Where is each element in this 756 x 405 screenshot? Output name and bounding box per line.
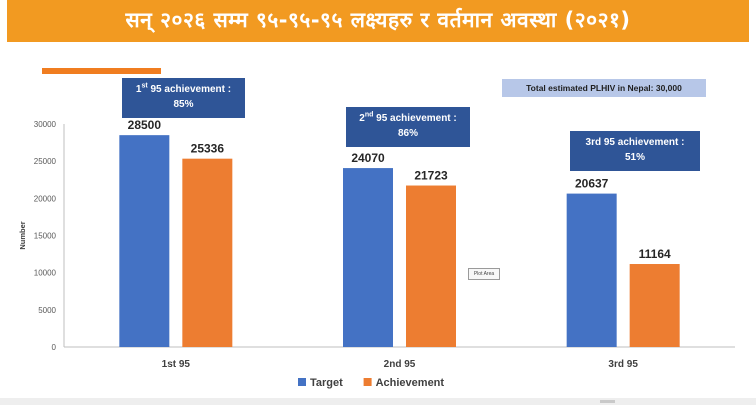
legend-swatch-achievement [363, 378, 372, 386]
data-label: 21723 [414, 169, 448, 183]
callout-1st-95: 1st 95 achievement : 85% [122, 78, 245, 118]
data-label: 25336 [191, 142, 225, 156]
data-label: 24070 [351, 151, 385, 165]
x-tick-label: 1st 95 [162, 359, 191, 370]
legend-swatch-target [298, 378, 306, 386]
data-label: 28500 [128, 118, 162, 132]
callout-3rd-95: 3rd 95 achievement : 51% [570, 131, 700, 171]
y-tick-label: 10000 [34, 269, 57, 278]
y-tick-label: 20000 [34, 194, 57, 203]
x-tick-label: 3rd 95 [608, 359, 638, 370]
plot-area-tooltip: Plot Area [468, 268, 500, 280]
callout-2-num: 2 [359, 113, 365, 124]
y-axis-label: Number [18, 221, 27, 249]
y-tick-label: 15000 [34, 232, 57, 241]
callout-2-value: 86% [397, 128, 418, 139]
callout-1-text: 95 achievement : [147, 84, 232, 95]
data-label: 20637 [575, 177, 609, 191]
plhiv-note: Total estimated PLHIV in Nepal: 30,000 [502, 79, 706, 97]
bar-achievement [629, 264, 680, 347]
callout-2-text: 95 achievement : [373, 113, 457, 124]
bar-achievement [182, 158, 233, 347]
x-tick-label: 2nd 95 [384, 359, 416, 370]
callout-2-sup: nd [364, 111, 374, 119]
callout-1-value: 85% [173, 99, 194, 110]
legend-label: Target [310, 377, 343, 389]
bottom-mark [600, 400, 615, 403]
bottom-strip [0, 398, 756, 405]
y-tick-label: 5000 [38, 306, 56, 315]
slide-title: सन् २०२६ सम्म ९५-९५-९५ लक्ष्यहरु र वर्तम… [7, 0, 749, 42]
bar-target [343, 168, 393, 347]
data-label: 11164 [639, 247, 671, 261]
bar-target [566, 193, 617, 347]
callout-2nd-95: 2nd 95 achievement : 86% [346, 107, 470, 147]
legend-label: Achievement [376, 377, 445, 389]
callout-3-value: 51% [624, 152, 645, 163]
bar-achievement [406, 185, 456, 347]
callout-3-text: 3rd 95 achievement : [585, 137, 685, 148]
callout-1-num: 1 [135, 84, 142, 95]
y-tick-label: 0 [52, 343, 57, 352]
callout-1-sup: st [141, 82, 148, 90]
bar-target [119, 135, 170, 347]
y-tick-label: 25000 [34, 157, 57, 166]
accent-bar [42, 68, 161, 74]
y-tick-label: 30000 [34, 120, 57, 129]
